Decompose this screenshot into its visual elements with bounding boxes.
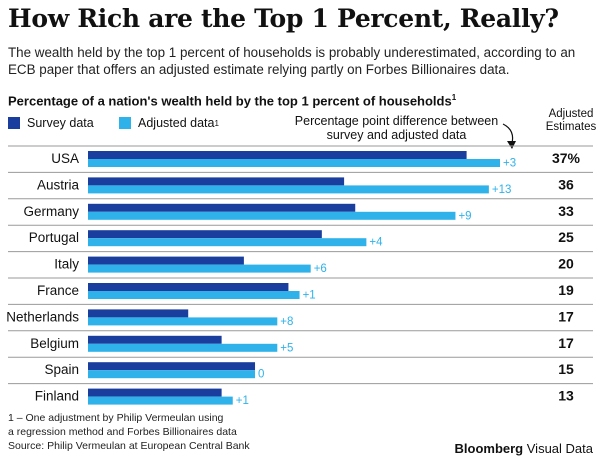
adjusted-bar-finland (88, 396, 233, 405)
subtitle: The wealth held by the top 1 percent of … (8, 45, 576, 77)
page-title: How Rich are the Top 1 Percent, Really? (8, 4, 559, 33)
footnote: 1 – One adjustment by Philip Vermeulan u… (8, 411, 250, 453)
survey-bar-italy (88, 256, 244, 265)
adjusted-estimate-finland: 13 (558, 388, 574, 404)
annotation-arrow (502, 123, 514, 144)
category-label-belgium: Belgium (30, 336, 79, 351)
difference-label-spain: 0 (258, 369, 264, 381)
category-label-spain: Spain (44, 362, 79, 377)
survey-bar-austria (88, 177, 345, 186)
adjusted-estimate-portugal: 25 (558, 229, 574, 245)
chart-title-footnote-mark: 1 (451, 93, 457, 102)
survey-bar-finland (88, 388, 222, 397)
adjusted-bar-germany (88, 211, 456, 220)
adjusted-estimates-header: Adjusted Estimates (545, 108, 597, 133)
adjusted-bar-usa (88, 159, 500, 167)
adjusted-bar-belgium (88, 343, 278, 352)
survey-bar-netherlands (88, 309, 189, 318)
brand-suffix: Visual Data (526, 441, 593, 456)
survey-bar-spain (88, 362, 256, 371)
difference-label-italy: +6 (314, 263, 327, 275)
adjusted-estimate-usa: 37% (552, 150, 581, 166)
footnote-line-2: a regression method and Forbes Billionai… (8, 426, 237, 438)
adjusted-estimate-germany: 33 (558, 203, 574, 219)
category-label-netherlands: Netherlands (6, 309, 79, 324)
difference-label-austria: +13 (492, 184, 512, 196)
legend-adjusted: Adjusted data 1 (119, 116, 219, 130)
adjusted-bar-netherlands (88, 317, 278, 326)
brand-name: Bloomberg (454, 441, 524, 456)
legend-survey: Survey data (8, 116, 94, 130)
adjusted-estimate-austria: 36 (558, 176, 574, 192)
annotation-arrowhead-icon (507, 141, 516, 149)
adjusted-bar-italy (88, 264, 311, 273)
legend-survey-swatch (8, 117, 20, 129)
adjusted-bar-austria (88, 185, 489, 194)
brand-logo: Bloomberg Visual Data (0, 441, 594, 456)
survey-bar-germany (88, 203, 356, 212)
adjusted-estimate-belgium: 17 (558, 335, 574, 351)
difference-annotation: Percentage point difference between surv… (294, 114, 499, 142)
chart-title-text: Percentage of a nation's wealth held by … (8, 93, 452, 109)
survey-bar-usa (88, 151, 467, 159)
category-label-germany: Germany (23, 204, 79, 219)
adjusted-estimate-france: 19 (558, 282, 574, 298)
footnote-line-1: 1 – One adjustment by Philip Vermeulan u… (8, 412, 224, 424)
adjusted-estimate-italy: 20 (558, 256, 574, 272)
category-label-usa: USA (51, 151, 79, 166)
adjusted-bar-france (88, 291, 300, 299)
survey-bar-france (88, 283, 289, 291)
category-label-france: France (37, 283, 79, 298)
difference-label-belgium: +5 (280, 342, 293, 354)
adjusted-bar-spain (88, 370, 256, 379)
category-label-portugal: Portugal (29, 230, 79, 245)
survey-bar-belgium (88, 335, 222, 344)
chart-title: Percentage of a nation's wealth held by … (8, 93, 456, 108)
category-label-finland: Finland (35, 389, 79, 404)
difference-label-germany: +9 (458, 210, 471, 222)
difference-label-portugal: +4 (369, 237, 383, 249)
difference-label-france: +1 (303, 290, 316, 302)
survey-bar-portugal (88, 230, 322, 239)
adjusted-estimate-netherlands: 17 (558, 308, 574, 324)
legend-adjusted-footnote-mark: 1 (214, 118, 219, 128)
difference-label-usa: +3 (503, 158, 516, 170)
adjusted-bar-portugal (88, 238, 367, 247)
legend-survey-label: Survey data (27, 116, 94, 130)
footnote-source: Source: Philip Vermeulan at European Cen… (8, 440, 250, 452)
legend-adjusted-swatch (119, 117, 131, 129)
difference-label-netherlands: +8 (280, 316, 293, 328)
category-label-austria: Austria (37, 177, 80, 192)
adjusted-estimate-spain: 15 (558, 361, 574, 377)
legend-adjusted-label: Adjusted data (138, 116, 215, 130)
category-label-italy: Italy (54, 257, 79, 272)
difference-label-finland: +1 (236, 395, 249, 407)
